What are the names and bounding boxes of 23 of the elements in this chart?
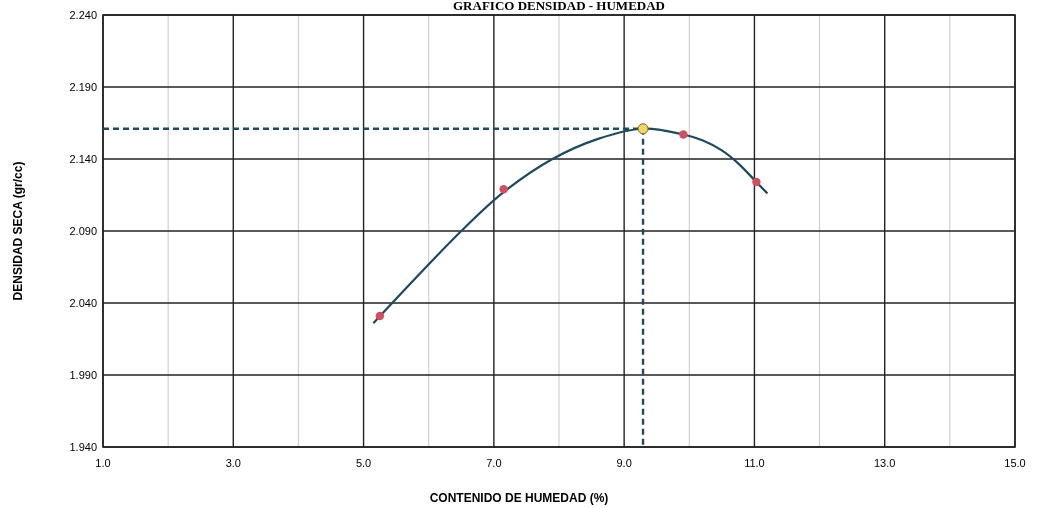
- x-tick-label: 1.0: [95, 457, 111, 469]
- point: [679, 130, 688, 139]
- x-tick-label: 15.0: [1004, 457, 1026, 469]
- point: [499, 185, 508, 194]
- y-tick-label: 1.990: [69, 369, 97, 381]
- x-tick-label: 7.0: [486, 457, 502, 469]
- chart-title: GRAFICO DENSIDAD - HUMEDAD: [453, 0, 665, 13]
- x-axis-title: CONTENIDO DE HUMEDAD (%): [429, 491, 609, 505]
- x-tick-label: 5.0: [355, 457, 372, 469]
- y-tick-label: 2.090: [69, 225, 97, 237]
- y-tick-label: 2.240: [69, 9, 97, 21]
- y-tick-label: 1.940: [69, 441, 97, 453]
- y-tick-label: 2.140: [69, 153, 97, 165]
- x-tick-label: 11.0: [744, 457, 765, 469]
- y-axis-title: DENSIDAD SECA (gr/cc): [11, 161, 25, 301]
- x-tick-label: 13.0: [874, 457, 896, 469]
- x-tick-label: 3.0: [225, 457, 241, 469]
- y-tick-label: 2.190: [69, 81, 97, 93]
- y-tick-label: 2.040: [69, 297, 97, 309]
- point: [752, 177, 761, 187]
- x-tick-label: 9.0: [616, 457, 632, 469]
- point: [375, 311, 385, 321]
- point: [637, 123, 649, 135]
